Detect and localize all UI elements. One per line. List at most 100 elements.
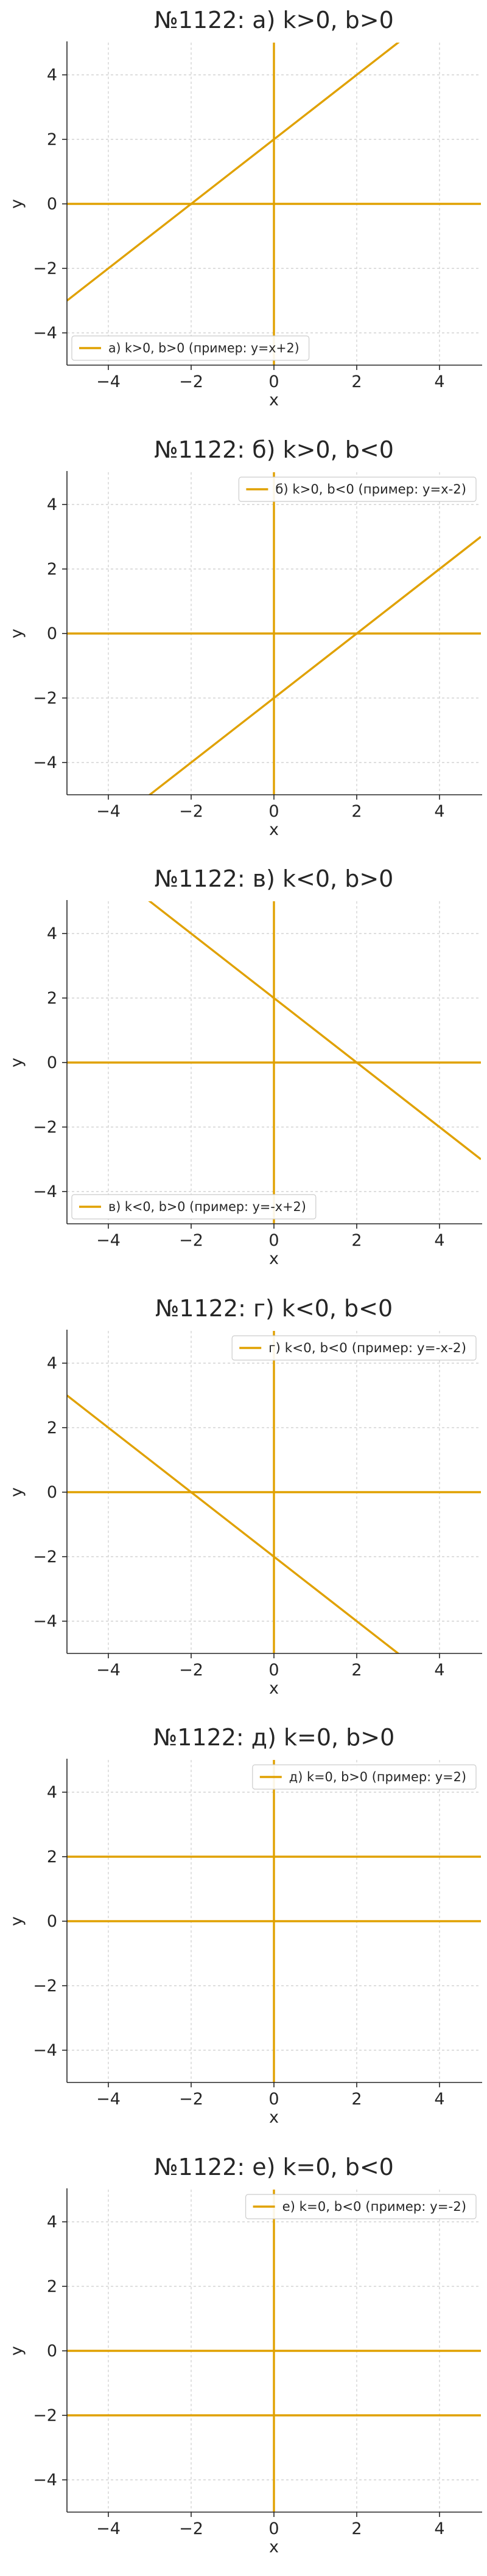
x-axis-label: x bbox=[269, 820, 279, 839]
y-axis-label: y bbox=[7, 199, 26, 209]
legend: д) k=0, b>0 (пример: y=2) bbox=[252, 1764, 477, 1790]
x-tick-label: −4 bbox=[96, 372, 121, 391]
legend: е) k=0, b<0 (пример: y=-2) bbox=[245, 2193, 477, 2219]
series-line-0 bbox=[67, 43, 400, 302]
x-tick-label: 2 bbox=[351, 2090, 362, 2109]
chart-3: №1122: г) k<0, b<0 −4 −2 0 2 4 −4 −2 0 2 4 x y г) k<0… bbox=[7, 1295, 482, 1698]
x-tick-label: 0 bbox=[268, 1661, 279, 1680]
legend-label: а) k>0, b>0 (пример: y=x+2) bbox=[108, 341, 300, 355]
x-tick-label: −4 bbox=[96, 802, 121, 821]
y-tick-label: −4 bbox=[33, 753, 57, 772]
chart-title: №1122: в) k<0, b>0 bbox=[155, 865, 394, 892]
legend: г) k<0, b<0 (пример: y=-x-2) bbox=[231, 1335, 477, 1361]
y-tick-label: 4 bbox=[47, 924, 57, 943]
series-line-0 bbox=[148, 536, 481, 795]
x-tick-label: 4 bbox=[434, 2519, 444, 2538]
chart-4: №1122: д) k=0, b>0 −4 −2 0 2 4 −4 −2 0 2 4 x y д) k=0… bbox=[7, 1724, 482, 2127]
chart-1: №1122: б) k>0, b<0 −4 −2 0 2 4 −4 −2 0 2 4 x y б) k>0… bbox=[7, 436, 482, 839]
y-tick-label: 2 bbox=[47, 560, 57, 579]
chart-0: №1122: а) k>0, b>0 −4 −2 0 2 4 −4 −2 0 2 4 x y а) k>0… bbox=[7, 7, 482, 410]
x-tick-label: −2 bbox=[179, 2090, 203, 2109]
x-axis-label: x bbox=[269, 2538, 279, 2557]
x-axis-label: x bbox=[269, 1249, 279, 1268]
y-axis-label: y bbox=[7, 1058, 26, 1067]
y-tick-label: −2 bbox=[33, 1548, 57, 1566]
y-tick-label: −2 bbox=[33, 1977, 57, 1995]
x-tick-label: −2 bbox=[179, 802, 203, 821]
legend-box bbox=[252, 1764, 477, 1790]
x-tick-label: 0 bbox=[268, 2090, 279, 2109]
x-tick-label: 0 bbox=[268, 2519, 279, 2538]
legend: б) k>0, b<0 (пример: y=x-2) bbox=[238, 476, 477, 502]
y-tick-label: −2 bbox=[33, 2406, 57, 2425]
y-tick-label: 2 bbox=[47, 1848, 57, 1866]
legend-label: г) k<0, b<0 (пример: y=-x-2) bbox=[268, 1341, 466, 1355]
x-tick-label: 0 bbox=[268, 372, 279, 391]
y-tick-label: −4 bbox=[33, 324, 57, 343]
x-tick-label: 2 bbox=[351, 2519, 362, 2538]
y-tick-label: 0 bbox=[47, 624, 57, 643]
y-tick-label: −2 bbox=[33, 1118, 57, 1137]
legend-box bbox=[231, 1335, 477, 1361]
legend-label: д) k=0, b>0 (пример: y=2) bbox=[289, 1770, 466, 1784]
legend: в) k<0, b>0 (пример: y=-x+2) bbox=[71, 1194, 317, 1220]
chart-title: №1122: г) k<0, b<0 bbox=[155, 1295, 393, 1322]
y-tick-label: 4 bbox=[47, 1783, 57, 1802]
x-tick-label: −4 bbox=[96, 2519, 121, 2538]
y-tick-label: 4 bbox=[47, 1354, 57, 1373]
y-tick-label: 0 bbox=[47, 1483, 57, 1502]
chart-2: №1122: в) k<0, b>0 −4 −2 0 2 4 −4 −2 0 2 4 x y в) k<0… bbox=[7, 865, 482, 1268]
y-tick-label: 2 bbox=[47, 1419, 57, 1437]
y-tick-label: 2 bbox=[47, 989, 57, 1008]
chart-title: №1122: е) k=0, b<0 bbox=[154, 2154, 394, 2180]
x-tick-label: 2 bbox=[351, 1661, 362, 1680]
legend-box bbox=[71, 335, 310, 361]
y-axis-label: y bbox=[7, 1916, 26, 1926]
y-tick-label: −2 bbox=[33, 259, 57, 278]
chart-5: №1122: е) k=0, b<0 −4 −2 0 2 4 −4 −2 0 2 4 x y е) k=0… bbox=[7, 2154, 482, 2557]
x-tick-label: 4 bbox=[434, 1231, 444, 1250]
x-tick-label: −2 bbox=[179, 2519, 203, 2538]
x-tick-label: 4 bbox=[434, 802, 444, 821]
chart-title: №1122: б) k>0, b<0 bbox=[154, 436, 394, 463]
legend-box bbox=[238, 476, 477, 502]
y-tick-label: −4 bbox=[33, 2041, 57, 2060]
y-tick-label: 0 bbox=[47, 195, 57, 214]
series-line-0 bbox=[148, 901, 481, 1161]
y-tick-label: 4 bbox=[47, 2213, 57, 2232]
y-tick-label: 4 bbox=[47, 66, 57, 85]
y-tick-label: 0 bbox=[47, 1912, 57, 1931]
x-tick-label: 2 bbox=[351, 1231, 362, 1250]
legend: а) k>0, b>0 (пример: y=x+2) bbox=[71, 335, 310, 361]
y-tick-label: 2 bbox=[47, 130, 57, 149]
series-line-0 bbox=[67, 1394, 400, 1653]
x-tick-label: −4 bbox=[96, 2090, 121, 2109]
y-tick-label: −2 bbox=[33, 689, 57, 708]
y-tick-label: −4 bbox=[33, 1612, 57, 1631]
x-tick-label: 4 bbox=[434, 2090, 444, 2109]
legend-box bbox=[71, 1194, 317, 1220]
legend-label: б) k>0, b<0 (пример: y=x-2) bbox=[275, 482, 466, 497]
x-tick-label: 0 bbox=[268, 1231, 279, 1250]
legend-label: е) k=0, b<0 (пример: y=-2) bbox=[282, 2199, 466, 2214]
y-tick-label: 2 bbox=[47, 2277, 57, 2296]
y-axis-label: y bbox=[7, 1487, 26, 1496]
x-tick-label: −2 bbox=[179, 372, 203, 391]
x-tick-label: 2 bbox=[351, 372, 362, 391]
y-tick-label: 4 bbox=[47, 495, 57, 514]
x-tick-label: 2 bbox=[351, 802, 362, 821]
x-axis-label: x bbox=[269, 391, 279, 410]
chart-title: №1122: а) k>0, b>0 bbox=[154, 7, 394, 33]
x-tick-label: 0 bbox=[268, 802, 279, 821]
x-tick-label: −4 bbox=[96, 1661, 121, 1680]
x-tick-label: −2 bbox=[179, 1661, 203, 1680]
legend-box bbox=[245, 2193, 477, 2219]
x-tick-label: 4 bbox=[434, 1661, 444, 1680]
y-tick-label: 0 bbox=[47, 2342, 57, 2361]
x-tick-label: 4 bbox=[434, 372, 444, 391]
y-axis-label: y bbox=[7, 2345, 26, 2355]
y-axis-label: y bbox=[7, 628, 26, 638]
x-axis-label: x bbox=[269, 2108, 279, 2127]
y-tick-label: −4 bbox=[33, 1182, 57, 1201]
